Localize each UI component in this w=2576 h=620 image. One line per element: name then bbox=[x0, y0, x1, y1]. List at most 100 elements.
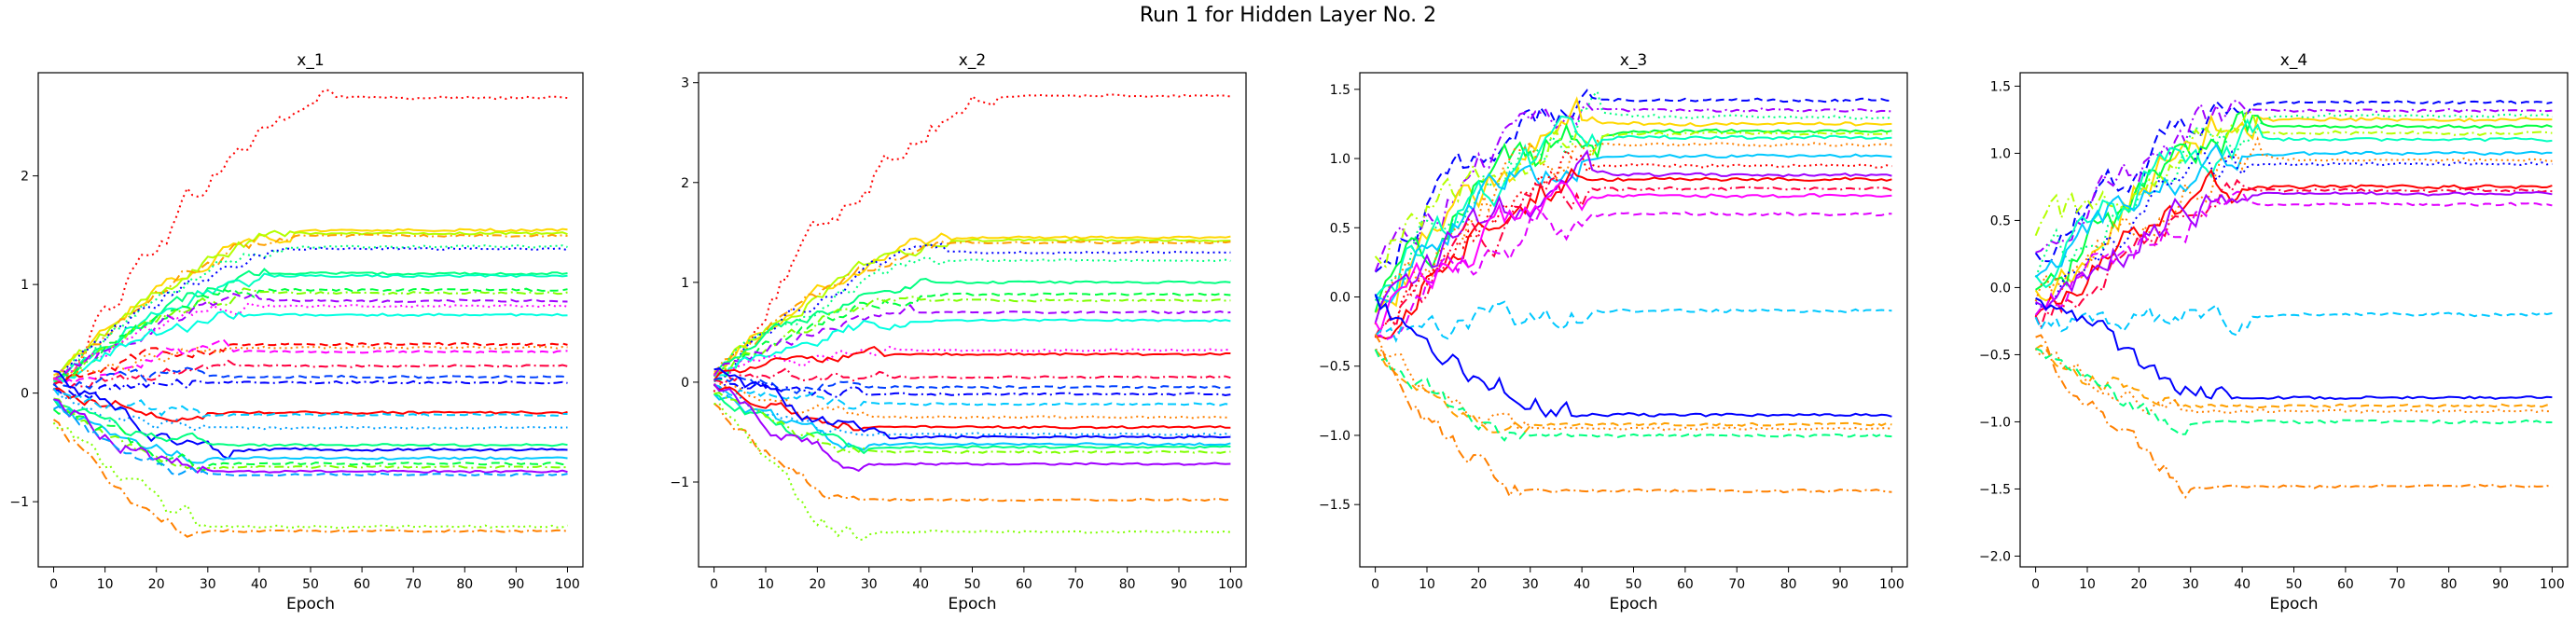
series-line-19 bbox=[1375, 348, 1892, 432]
y-tick-label: −1.5 bbox=[1319, 498, 1350, 513]
series-line-14 bbox=[53, 341, 568, 386]
series-line-20 bbox=[53, 387, 568, 422]
series-line-27 bbox=[52, 408, 568, 472]
series-line-27 bbox=[713, 402, 1231, 541]
series-line-28 bbox=[53, 398, 568, 475]
x-axis-label: Epoch bbox=[948, 595, 996, 613]
series-line-22 bbox=[713, 393, 1231, 451]
x-tick-label: 20 bbox=[1470, 577, 1487, 592]
subplot-title: x_1 bbox=[297, 51, 324, 70]
series-line-16 bbox=[1374, 300, 1892, 343]
y-tick-label: −2.0 bbox=[1979, 549, 2011, 564]
y-tick-label: 0.5 bbox=[1990, 214, 2011, 228]
x-tick-label: 90 bbox=[2492, 577, 2509, 592]
series-line-16 bbox=[713, 379, 1231, 399]
series-line-7 bbox=[713, 277, 1231, 378]
series-line-3 bbox=[52, 229, 568, 381]
x-tick-label: 30 bbox=[861, 577, 878, 592]
series-line-8 bbox=[1374, 139, 1892, 325]
series-line-15 bbox=[713, 376, 1231, 395]
series-line-15 bbox=[1375, 208, 1892, 341]
series-line-11 bbox=[2034, 168, 2553, 317]
y-tick-label: 3 bbox=[681, 76, 689, 91]
x-tick-label: 70 bbox=[1067, 577, 1084, 592]
series-line-13 bbox=[1374, 175, 1892, 338]
x-tick-label: 60 bbox=[1677, 577, 1694, 592]
y-tick-label: 1.0 bbox=[1330, 152, 1350, 167]
series-line-21 bbox=[713, 367, 1231, 440]
y-tick-label: 2 bbox=[21, 170, 29, 185]
x-tick-label: 30 bbox=[2182, 577, 2199, 592]
series-line-20 bbox=[2035, 334, 2553, 500]
x-axis-label: Epoch bbox=[286, 595, 335, 613]
axes-frame bbox=[1359, 72, 1908, 568]
series-group bbox=[2034, 99, 2553, 500]
series-line-2 bbox=[1374, 102, 1892, 272]
series-line-3 bbox=[713, 238, 1231, 378]
x-tick-label: 70 bbox=[2389, 577, 2405, 592]
series-line-2 bbox=[2035, 99, 2553, 254]
x-tick-label: 10 bbox=[97, 577, 114, 592]
series-line-5 bbox=[1374, 122, 1892, 313]
y-tick-label: 0 bbox=[681, 376, 689, 391]
series-line-19 bbox=[53, 378, 568, 400]
series-line-2 bbox=[713, 232, 1231, 373]
series-line-23 bbox=[713, 393, 1231, 455]
x-tick-label: 40 bbox=[251, 577, 268, 592]
series-line-4 bbox=[713, 240, 1231, 376]
x-tick-label: 40 bbox=[2234, 577, 2251, 592]
series-line-21 bbox=[52, 388, 568, 419]
subplot-title: x_3 bbox=[1620, 51, 1647, 70]
x-tick-label: 70 bbox=[1728, 577, 1745, 592]
x-tick-label: 30 bbox=[200, 577, 216, 592]
x-tick-label: 60 bbox=[2337, 577, 2354, 592]
x-tick-label: 90 bbox=[1170, 577, 1187, 592]
series-line-6 bbox=[2034, 109, 2553, 237]
series-line-19 bbox=[2035, 347, 2553, 435]
x-tick-label: 50 bbox=[1626, 577, 1642, 592]
x-tick-label: 20 bbox=[148, 577, 165, 592]
x-tick-label: 70 bbox=[405, 577, 422, 592]
series-line-18 bbox=[52, 366, 568, 391]
x-tick-label: 80 bbox=[456, 577, 473, 592]
series-line-8 bbox=[2034, 143, 2553, 278]
y-tick-label: 2 bbox=[681, 176, 689, 191]
series-group bbox=[713, 93, 1231, 541]
x-tick-label: 10 bbox=[1419, 577, 1435, 592]
y-tick-label: 1 bbox=[21, 278, 29, 293]
x-tick-label: 100 bbox=[1218, 577, 1243, 592]
y-tick-label: 0.5 bbox=[1330, 221, 1350, 236]
y-tick-label: 1.0 bbox=[1990, 146, 2011, 161]
series-line-13 bbox=[713, 345, 1231, 381]
series-line-7 bbox=[2034, 117, 2553, 289]
series-line-6 bbox=[1374, 129, 1892, 269]
series-line-20 bbox=[713, 383, 1231, 436]
series-line-17 bbox=[1374, 294, 1892, 419]
y-tick-label: 0.0 bbox=[1990, 281, 2011, 296]
y-tick-label: −1.5 bbox=[1979, 482, 2011, 497]
x-tick-label: 10 bbox=[757, 577, 774, 592]
x-tick-label: 0 bbox=[2031, 577, 2040, 592]
x-axis-label: Epoch bbox=[1609, 595, 1657, 613]
series-line-16 bbox=[53, 338, 568, 385]
series-line-6 bbox=[52, 246, 568, 387]
y-tick-label: 1.5 bbox=[1330, 83, 1350, 98]
series-line-14 bbox=[713, 366, 1231, 385]
series-line-9 bbox=[713, 296, 1231, 377]
series-line-17 bbox=[53, 359, 568, 391]
series-line-2 bbox=[53, 227, 568, 377]
series-line-9 bbox=[52, 287, 568, 386]
series-line-17 bbox=[713, 383, 1231, 410]
series-line-12 bbox=[2034, 178, 2553, 331]
series-line-1 bbox=[2034, 100, 2553, 263]
x-tick-label: 0 bbox=[710, 577, 718, 592]
x-tick-label: 80 bbox=[2441, 577, 2458, 592]
series-line-10 bbox=[713, 304, 1231, 377]
x-tick-label: 90 bbox=[507, 577, 524, 592]
x-tick-label: 50 bbox=[302, 577, 319, 592]
series-line-11 bbox=[713, 318, 1231, 377]
x-axis-label: Epoch bbox=[2269, 595, 2318, 613]
x-tick-label: 40 bbox=[912, 577, 929, 592]
series-line-17 bbox=[2035, 344, 2553, 409]
